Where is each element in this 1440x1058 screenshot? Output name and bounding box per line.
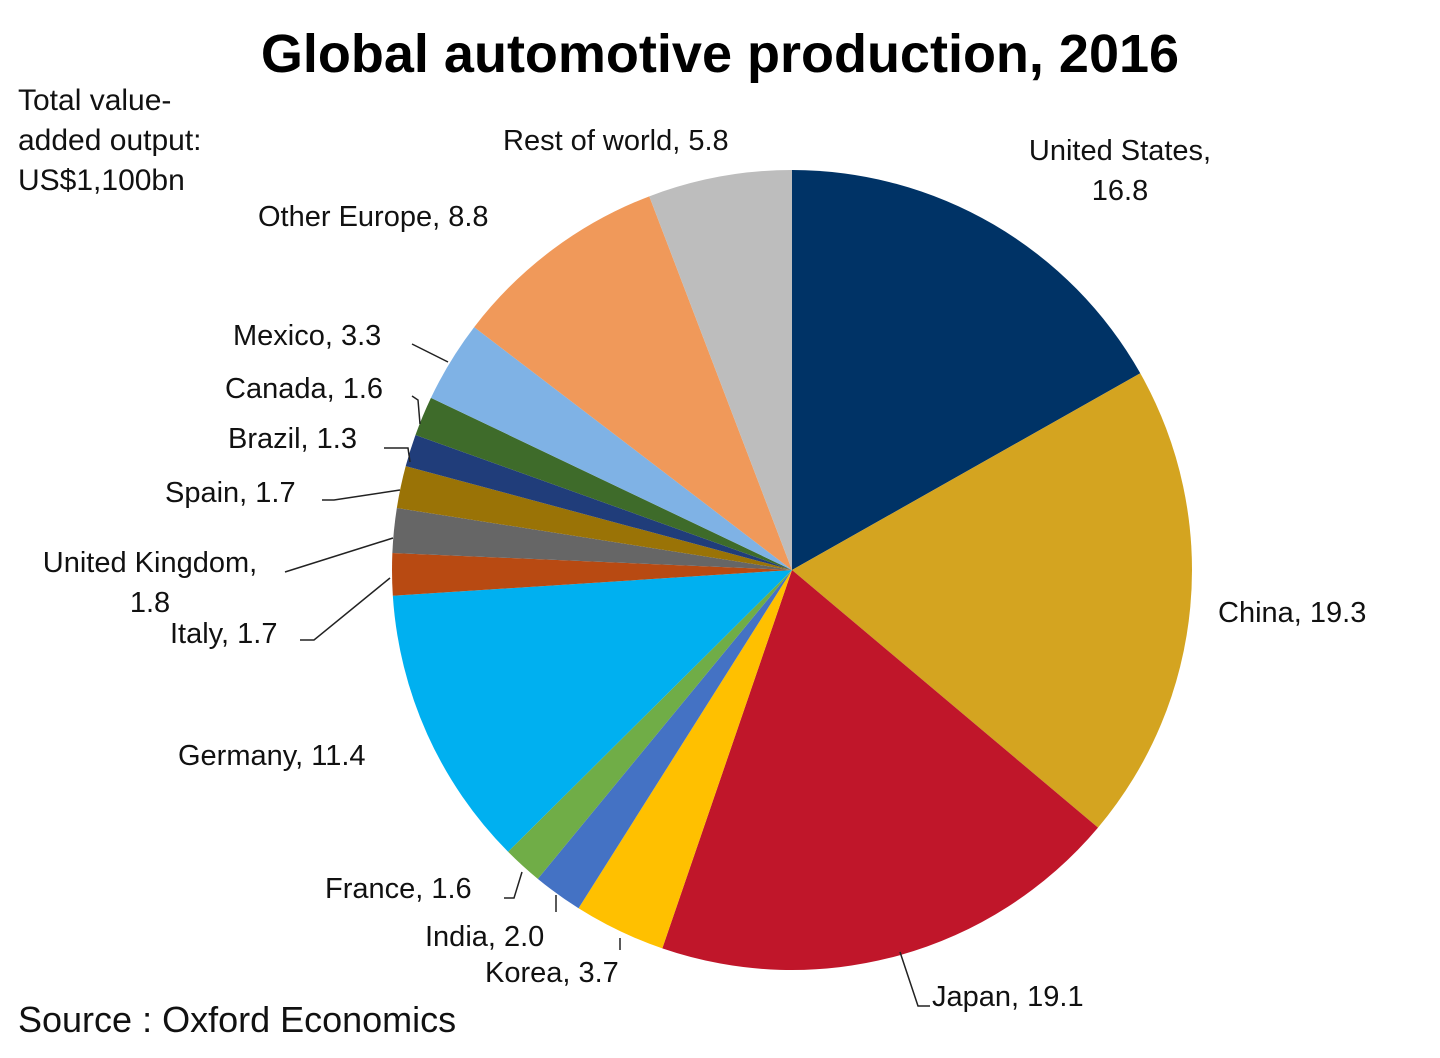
leader-line-italy [300,577,391,641]
pie-slice-other-europe [474,196,792,570]
pie-slices [391,170,1192,970]
slice-label-korea: Korea, 3.7 [485,957,619,989]
slice-label-china: China, 19.3 [1218,597,1366,629]
pie-slice-germany [392,570,792,852]
leader-lines [284,343,930,1007]
slice-label-united-states: United States, 16.8 [1029,135,1211,207]
total-note-line-3: US$1,100bn [18,164,185,197]
slice-label-france: France, 1.6 [325,873,472,905]
slice-label-germany: Germany, 11.4 [178,740,366,772]
slice-label-other-europe: Other Europe, 8.8 [258,201,489,233]
slice-label-rest-of-world: Rest of world, 5.8 [503,125,729,157]
pie-slice-korea [578,570,792,949]
slice-label-canada: Canada, 1.6 [225,373,383,405]
slice-labels: United States, 16.8 China, 19.3 Japan, 19.1… [43,125,1367,1013]
pie-slice-china [792,373,1192,828]
pie-slice-japan [662,570,1099,970]
pie-slice-united-kingdom [392,507,792,570]
leader-line-spain [322,489,401,501]
chart-title: Global automotive production, 2016 [261,24,1179,84]
pie-slice-italy [391,553,792,596]
slice-label-united-kingdom: United Kingdom, 1.8 [43,547,257,619]
pie-slice-canada [415,397,792,570]
leader-line-canada [411,395,421,425]
slice-label-italy: Italy, 1.7 [170,618,277,650]
leader-line-japan [899,951,930,1007]
total-note-line-1: Total value- [18,84,171,117]
pie-slice-france [508,570,792,879]
pie-slice-brazil [405,434,792,570]
leader-line-united-kingdom [284,537,394,573]
slice-label-japan: Japan, 19.1 [932,981,1084,1013]
leader-line-france [504,871,523,899]
pie-slice-india [537,570,792,909]
slice-label-india: India, 2.0 [425,921,544,953]
leader-line-brazil [384,447,411,463]
slice-label-spain: Spain, 1.7 [165,477,296,509]
source-note: Source : Oxford Economics [18,999,456,1040]
pie-slice-spain [396,466,792,570]
pie-slice-mexico [430,327,792,570]
slice-label-mexico: Mexico, 3.3 [233,320,381,352]
slice-label-brazil: Brazil, 1.3 [228,423,357,455]
pie-slice-rest-of-world [649,170,792,570]
leader-line-mexico [411,343,449,363]
pie-slice-united-states [792,170,1141,570]
total-note-line-2: added output: [18,124,202,157]
